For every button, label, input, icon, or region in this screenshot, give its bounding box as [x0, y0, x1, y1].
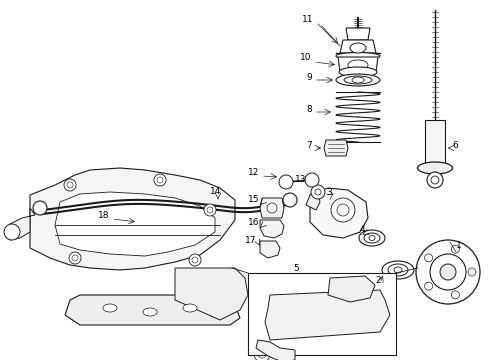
Ellipse shape	[350, 43, 366, 53]
Polygon shape	[5, 208, 35, 240]
Polygon shape	[324, 140, 348, 156]
Polygon shape	[260, 220, 284, 238]
Circle shape	[72, 255, 78, 261]
Ellipse shape	[382, 261, 414, 279]
Circle shape	[315, 189, 321, 195]
Ellipse shape	[336, 53, 380, 59]
Circle shape	[189, 254, 201, 266]
Polygon shape	[256, 340, 295, 360]
Text: 4: 4	[360, 225, 366, 234]
Circle shape	[64, 179, 76, 191]
Ellipse shape	[352, 77, 364, 83]
Polygon shape	[425, 120, 445, 168]
Ellipse shape	[344, 76, 372, 84]
Polygon shape	[328, 276, 375, 302]
Ellipse shape	[417, 162, 452, 174]
Circle shape	[67, 182, 73, 188]
Ellipse shape	[388, 264, 408, 276]
Circle shape	[207, 207, 213, 213]
Circle shape	[267, 203, 277, 213]
Circle shape	[249, 299, 263, 313]
Polygon shape	[346, 28, 370, 40]
Circle shape	[468, 268, 476, 276]
Circle shape	[431, 176, 439, 184]
Circle shape	[424, 282, 433, 290]
Text: 9: 9	[306, 73, 312, 82]
Ellipse shape	[369, 235, 375, 240]
Text: 18: 18	[98, 211, 109, 220]
Text: 6: 6	[452, 141, 458, 150]
Circle shape	[279, 175, 293, 189]
Polygon shape	[30, 168, 235, 270]
Circle shape	[331, 198, 355, 222]
Text: 1: 1	[456, 241, 462, 250]
Circle shape	[254, 346, 270, 360]
Circle shape	[451, 245, 460, 253]
Text: 17: 17	[245, 236, 256, 245]
Text: 11: 11	[302, 15, 314, 24]
Text: 2: 2	[375, 276, 381, 285]
Ellipse shape	[143, 308, 157, 316]
Text: 8: 8	[306, 105, 312, 114]
Circle shape	[440, 264, 456, 280]
Circle shape	[430, 254, 466, 290]
Ellipse shape	[394, 267, 402, 273]
Bar	[248, 273, 396, 355]
Text: 3: 3	[326, 188, 332, 197]
Circle shape	[157, 177, 163, 183]
Circle shape	[416, 240, 480, 304]
Circle shape	[377, 313, 387, 323]
Circle shape	[4, 224, 20, 240]
Circle shape	[451, 291, 460, 299]
Circle shape	[427, 172, 443, 188]
Ellipse shape	[103, 304, 117, 312]
Circle shape	[192, 257, 198, 263]
Circle shape	[204, 204, 216, 216]
Circle shape	[373, 309, 391, 327]
Circle shape	[337, 204, 349, 216]
Circle shape	[33, 201, 47, 215]
Ellipse shape	[348, 60, 368, 70]
Text: 5: 5	[293, 264, 299, 273]
Text: 7: 7	[306, 141, 312, 150]
Text: 16: 16	[248, 218, 260, 227]
Polygon shape	[175, 268, 248, 320]
Ellipse shape	[364, 233, 380, 243]
Ellipse shape	[336, 74, 380, 86]
Circle shape	[367, 281, 385, 299]
Ellipse shape	[359, 230, 385, 246]
Circle shape	[371, 285, 381, 295]
Circle shape	[253, 303, 259, 309]
Circle shape	[154, 174, 166, 186]
Polygon shape	[338, 57, 378, 72]
Circle shape	[424, 254, 433, 262]
Text: 12: 12	[248, 168, 259, 177]
Circle shape	[69, 252, 81, 264]
Text: 15: 15	[248, 195, 260, 204]
Polygon shape	[340, 40, 376, 53]
Text: 13: 13	[295, 175, 307, 184]
Circle shape	[305, 173, 319, 187]
Circle shape	[258, 350, 266, 358]
Circle shape	[311, 185, 325, 199]
Polygon shape	[260, 198, 284, 218]
Polygon shape	[55, 192, 215, 256]
Polygon shape	[260, 241, 280, 258]
Polygon shape	[265, 290, 390, 340]
Ellipse shape	[339, 67, 377, 77]
Polygon shape	[306, 192, 320, 210]
Ellipse shape	[183, 304, 197, 312]
Circle shape	[283, 193, 297, 207]
Polygon shape	[65, 295, 240, 325]
Polygon shape	[310, 188, 368, 238]
Text: 14: 14	[210, 187, 221, 196]
Text: 10: 10	[300, 53, 312, 62]
